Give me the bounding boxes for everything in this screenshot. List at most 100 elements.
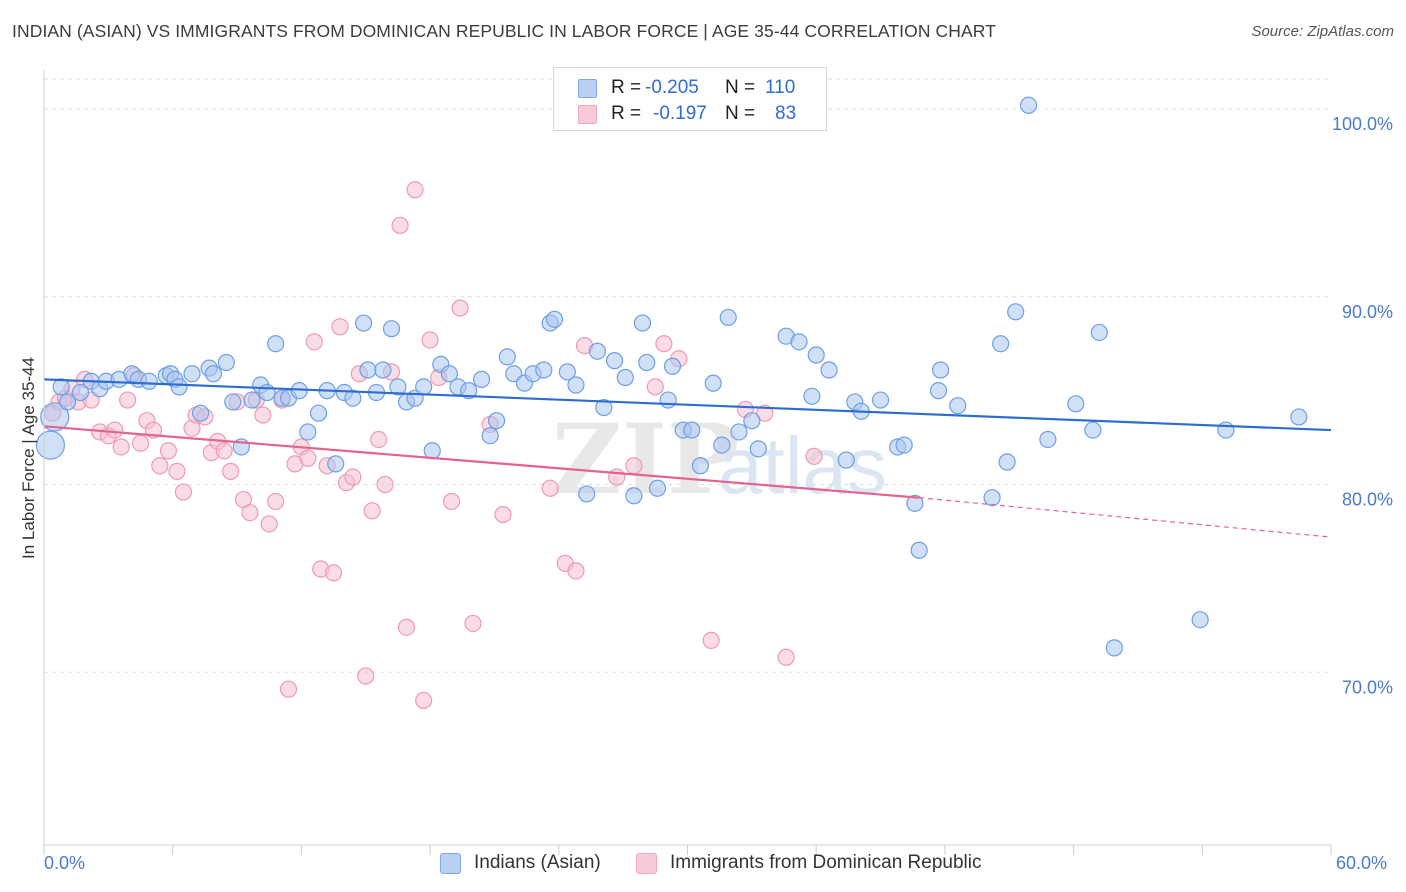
indian-point [704,374,722,392]
indian-point [659,391,677,409]
dominican-point [344,468,362,486]
indian-point [633,314,652,332]
indian-point [359,361,377,379]
indian-point [344,389,362,407]
indian-point [807,346,825,364]
dominican-point [363,502,381,520]
indian-point [578,485,596,503]
dominican-point [777,648,795,666]
indian-point [567,376,585,394]
dominican-point [805,447,823,465]
indian-point [40,402,70,432]
y-axis-tick-labels: 70.0% 80.0% 90.0% 100.0% [1332,114,1393,697]
legend-r-value: -0.205 [645,77,699,98]
dominican-trend-extension [919,497,1332,538]
indian-point [1007,303,1025,321]
indian-point [267,335,285,353]
y-tick-label: 100.0% [1332,114,1393,134]
indian-point [1105,639,1123,657]
indian-point [423,442,441,460]
legend-row-indians: R = -0.205 N = 110 [578,76,795,100]
legend-r-label: R = [611,77,642,98]
indian-point [837,451,855,469]
y-axis-label: In Labor Force | Age 35-44 [19,357,38,559]
dominican-point [260,515,278,533]
indian-point [1217,421,1235,439]
dominican-point [222,462,240,480]
correlation-legend: R = -0.205 N = 110 R = -0.197 N = 83 [553,67,827,131]
legend-item-indians: Indians (Asian) [440,852,601,874]
dominican-point [391,216,409,235]
indian-trend-line [43,378,1332,432]
chart-title: INDIAN (ASIAN) VS IMMIGRANTS FROM DOMINI… [12,21,997,41]
dominican-point [151,457,169,475]
indian-point [58,393,77,411]
indian-point [743,412,761,430]
dominican-point [376,475,394,494]
indian-point [355,314,373,332]
dominican-point [119,391,137,409]
indian-point [691,457,709,475]
indian-point [498,348,516,366]
indian-point [683,421,701,439]
dominican-point [415,691,433,710]
dominican-point [106,421,124,439]
indian-point [588,342,607,360]
indian-point [1084,421,1102,439]
indian-point [595,398,613,417]
indian-point [749,440,767,458]
indian-point [481,427,499,445]
indian-point [309,404,328,422]
chart-source: Source: ZipAtlas.com [1251,23,1394,40]
dominican-point [464,614,482,633]
indian-point [170,378,188,396]
indian-point [440,365,459,383]
indian-point [929,382,948,400]
y-tick-label: 80.0% [1342,490,1393,510]
grid-lines [44,78,1331,673]
indian-point [71,383,90,402]
indian-point [983,489,1001,507]
dominican-point [215,442,233,460]
legend-swatch-blue [440,852,461,874]
indian-point [191,404,210,422]
dominican-point [112,438,130,456]
indian-point [820,361,838,379]
dominican-point [357,667,375,685]
indian-point [663,357,682,375]
indian-point [535,361,553,379]
indian-point [730,423,748,441]
indian-point [605,352,624,370]
dominican-point [331,318,349,336]
legend-swatch-pink [636,852,657,874]
dominican-point [406,181,424,199]
indian-point [906,494,924,512]
legend-item-dominican: Immigrants from Dominican Republic [636,852,982,874]
indian-point [327,455,345,473]
dominican-point [397,618,416,636]
dominican-point [702,631,720,649]
legend-n-value: 83 [775,103,797,124]
dominican-point [756,404,774,422]
legend-swatch-pink [578,104,597,124]
series-legend: Indians (Asian) Immigrants from Dominica… [0,852,1406,878]
indian-point [638,353,656,372]
legend-n-label: N = [725,77,756,98]
indian-point [713,436,731,454]
indian-point [558,363,576,381]
legend-label-indians: Indians (Asian) [474,852,601,873]
indian-point [616,368,634,387]
indian-point [871,391,890,409]
indian-point [460,382,478,400]
indian-point [1067,395,1085,413]
dominican-point [131,434,150,452]
dominican-point [625,457,643,475]
dominican-point [305,333,323,351]
legend-n-value: 110 [765,77,796,98]
dominican-point [159,442,178,460]
indian-point [998,453,1016,471]
indian-point [895,436,913,454]
dominican-point [494,505,512,524]
dominican-point [646,378,664,396]
x-axis-ticks [43,845,1332,855]
